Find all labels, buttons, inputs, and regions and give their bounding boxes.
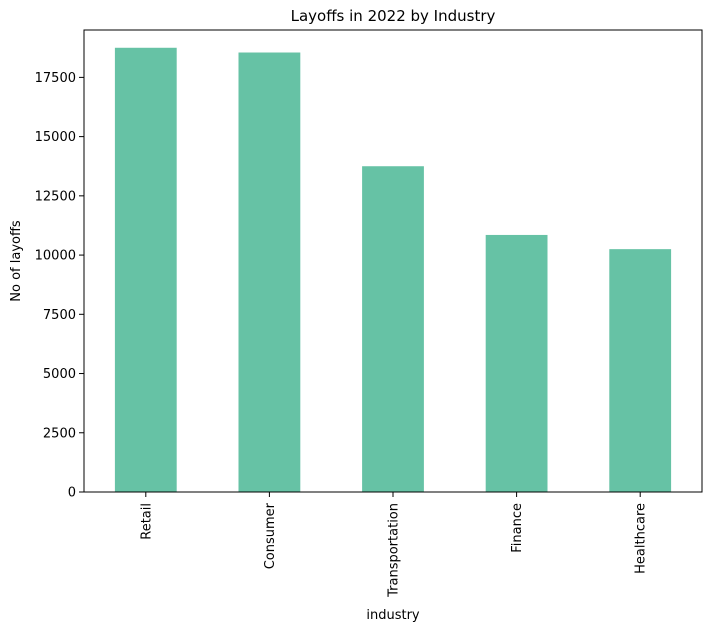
bars-layer [114, 47, 672, 493]
y-tick-label: 10000 [35, 249, 76, 264]
bar-consumer [238, 52, 301, 492]
x-tick-label: Healthcare [634, 503, 649, 574]
y-tick-label: 15000 [35, 130, 76, 145]
chart-title: Layoffs in 2022 by Industry [291, 7, 496, 25]
x-tick-label: Transportation [387, 503, 402, 598]
y-tick-label: 7500 [43, 308, 76, 323]
y-tick-label: 17500 [35, 71, 76, 86]
bar-healthcare [609, 249, 672, 492]
y-tick-label: 5000 [43, 367, 76, 382]
x-tick-label: Finance [510, 503, 525, 553]
y-axis-label: No of layoffs [9, 220, 24, 302]
x-tick-label: Retail [139, 503, 154, 540]
y-tick-label: 2500 [43, 426, 76, 441]
y-tick-label: 0 [68, 486, 76, 501]
y-tick-label: 12500 [35, 189, 76, 204]
bar-finance [485, 234, 548, 492]
bar-retail [114, 47, 177, 493]
y-axis: 0 2500 5000 7500 10000 12500 15000 17500 [35, 71, 84, 501]
x-axis-label: industry [366, 608, 420, 623]
bar-transportation [362, 166, 424, 493]
x-axis: Retail Consumer Transportation Finance Healt… [139, 492, 649, 598]
x-tick-label: Consumer [263, 502, 278, 569]
plot-frame [83, 29, 703, 493]
